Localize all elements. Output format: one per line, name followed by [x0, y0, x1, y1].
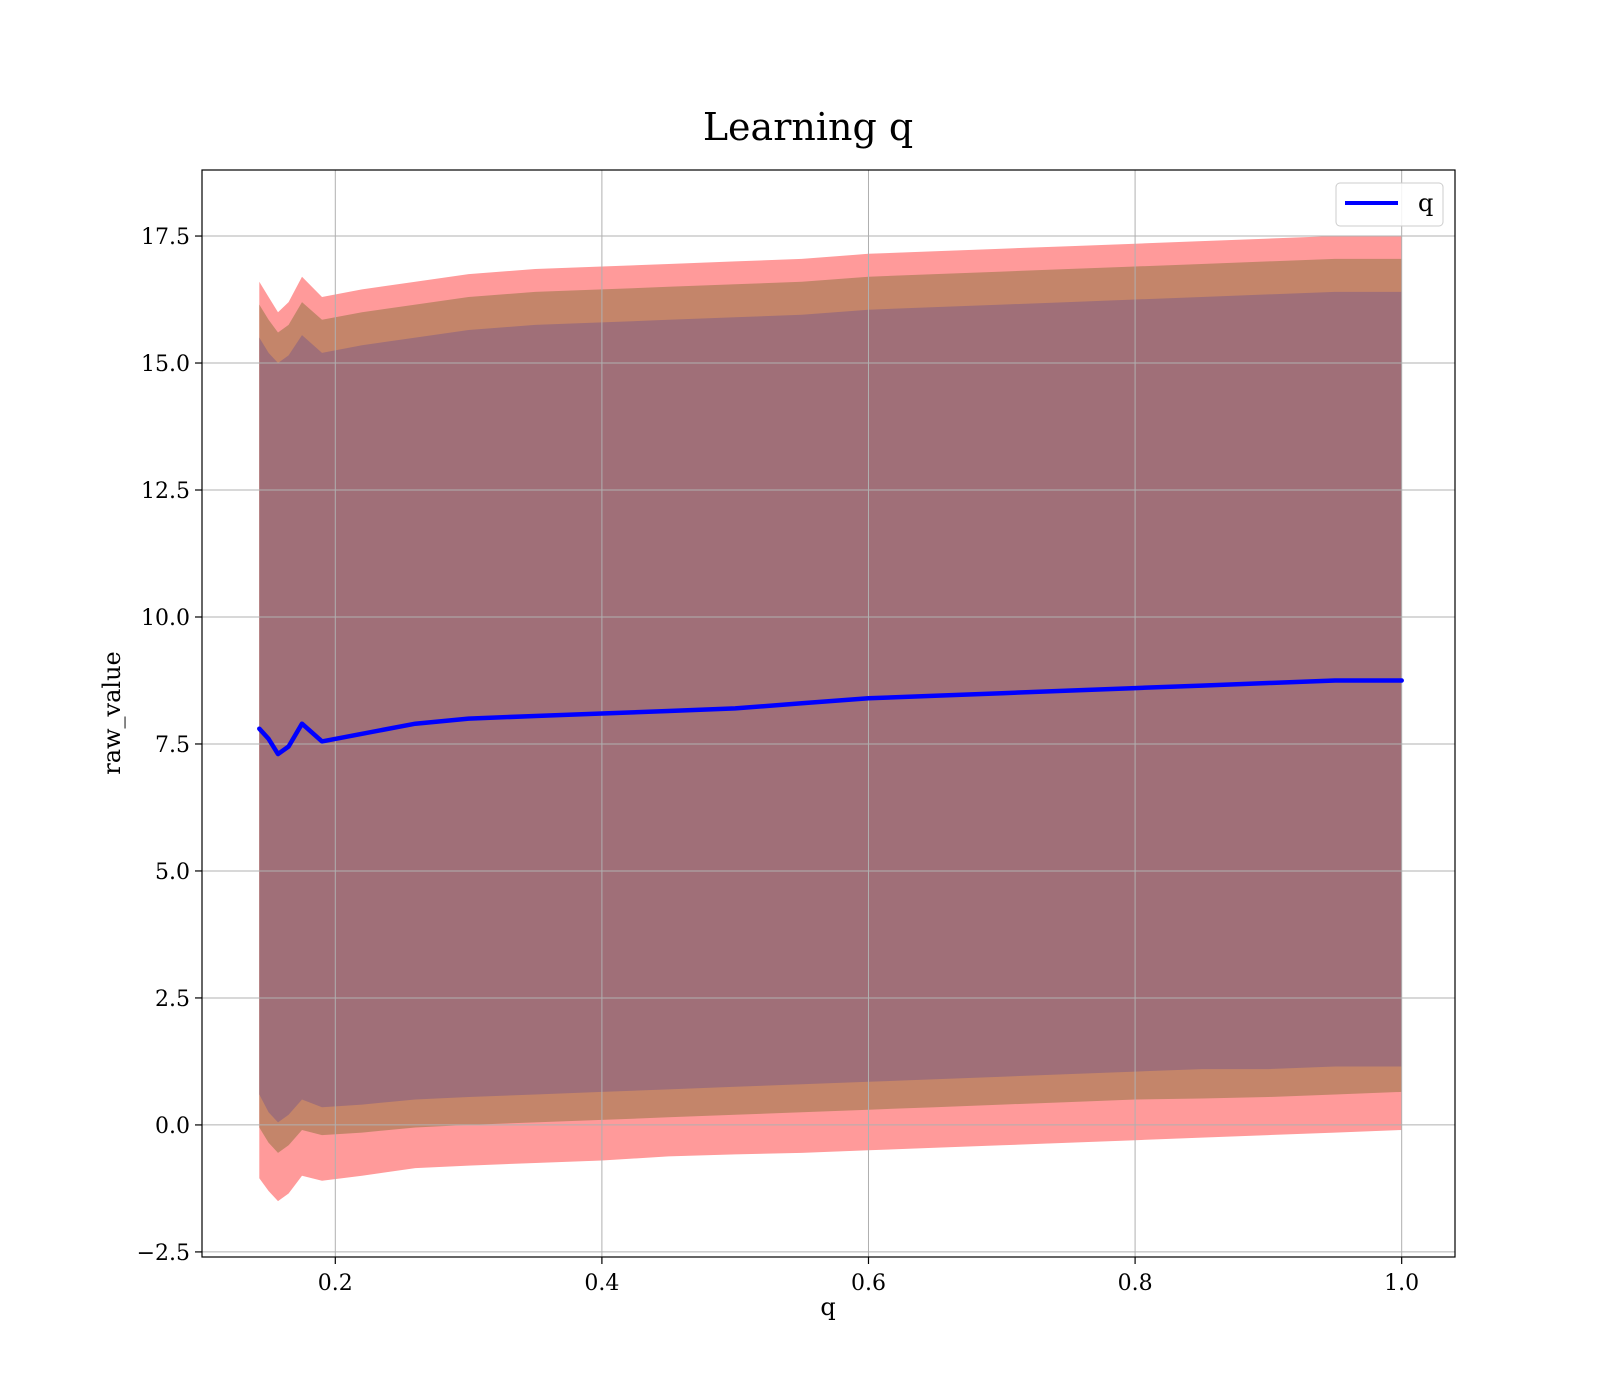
- x-tick-label: 0.4: [584, 1271, 619, 1296]
- confidence-bands: [259, 236, 1402, 1202]
- y-tick-label: 15.0: [141, 352, 190, 377]
- band-inner: [259, 291, 1402, 1123]
- chart-title: Learning q: [703, 105, 913, 149]
- y-axis-ticks: −2.5 0.0 2.5 5.0 7.5 10.0 12.5 15.0 17.5: [137, 225, 202, 1266]
- y-tick-label: 5.0: [155, 860, 190, 885]
- x-tick-label: 1.0: [1384, 1271, 1419, 1296]
- y-tick-label: 17.5: [141, 225, 190, 250]
- series-lines: [257, 678, 1404, 757]
- grid-lines: [202, 170, 1455, 1257]
- plot-frame: [201, 169, 1456, 1258]
- y-tick-label: 0.0: [155, 1114, 190, 1139]
- series-line-q: [257, 678, 1404, 757]
- y-tick-label: 7.5: [155, 733, 190, 758]
- x-tick-label: 0.2: [318, 1271, 353, 1296]
- x-tick-label: 0.8: [1118, 1271, 1153, 1296]
- legend: q: [1335, 182, 1444, 227]
- x-axis-ticks: 0.2 0.4 0.6 0.8 1.0: [318, 1257, 1419, 1296]
- x-tick-label: 0.6: [851, 1271, 886, 1296]
- y-axis-label: raw_value: [98, 651, 126, 775]
- y-tick-label: 2.5: [155, 987, 190, 1012]
- y-tick-label: −2.5: [137, 1241, 190, 1266]
- y-tick-label: 10.0: [141, 606, 190, 631]
- x-axis-label: q: [820, 1293, 835, 1321]
- y-tick-label: 12.5: [141, 479, 190, 504]
- legend-label-q: q: [1418, 189, 1433, 217]
